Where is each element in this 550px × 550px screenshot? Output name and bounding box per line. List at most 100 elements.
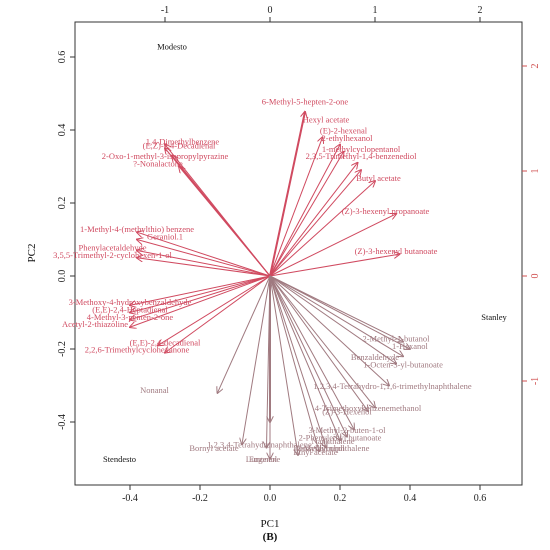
loading-arrow [269, 275, 403, 356]
loading-arrow [269, 275, 368, 411]
y-axis-title: PC2 [26, 244, 38, 263]
variable-label: (Z)-3-Hexenol [322, 407, 372, 417]
observation-label: Stendesto [103, 454, 136, 464]
variable-label: 2-ethylhexanol [322, 133, 374, 143]
variable-label: (E)-2-hexenal [320, 126, 368, 136]
loading-arrow [269, 275, 354, 429]
variable-label: 1,2,3,4-Tetrahydro-1,1,6-trimethylnaphth… [313, 381, 471, 391]
loading-arrow [269, 170, 361, 277]
variable-label: (Z)-3-hexenyl butanoate [355, 246, 438, 256]
variable-label: 2-Phenylethyl butanoate [299, 432, 382, 442]
loading-arrow [269, 112, 305, 277]
loading-arrow [269, 275, 389, 386]
y-tick-label: 0.4 [57, 124, 68, 137]
variable-label: (Z)-3-hexenyl propanoate [342, 206, 430, 216]
top-tick-label: 0 [268, 5, 273, 16]
variable-label: ?-Nonalactone [133, 159, 183, 169]
variable-label: Naphthalene [312, 436, 355, 446]
variable-label: Butyl acetate [356, 173, 401, 183]
variable-label: Geraniol.1 [147, 232, 183, 242]
loading-arrow [130, 275, 271, 305]
x-axis-title: PC1 [261, 518, 280, 530]
loading-arrow [269, 214, 396, 277]
variable-label: 1,4-Dimethylbenzene [146, 137, 220, 147]
variable-label: 1-Octen-3-yl-butanoate [363, 359, 443, 369]
x-tick-label: -0.2 [192, 493, 208, 504]
x-tick-label: 0.6 [474, 493, 487, 504]
x-tick-label: 0.0 [264, 493, 277, 504]
variable-label: 1-Hexanol [392, 341, 429, 351]
variable-label: (E,Z)-2,4-Decadienal [143, 140, 216, 150]
loading-arrow [269, 275, 375, 407]
variable-label: 2,2,6-Trimethylcyclohexanone [85, 345, 190, 355]
variable-label: (E,E)-2,4-decadienal [130, 337, 201, 347]
variable-label: Acetyl-2-thiazoline [62, 319, 128, 329]
variable-label: Hexyl acetate [303, 115, 350, 125]
loading-arrow [137, 232, 271, 277]
observation-label: Modesto [157, 42, 187, 52]
right-tick-label: 1 [530, 169, 541, 174]
variable-label: 3,5,5-Trimethyl-2-cyclohexen-1-ol [53, 250, 172, 260]
loading-arrow [269, 275, 298, 455]
variable-label: Eugenol [249, 454, 278, 464]
loading-arrow [137, 250, 271, 277]
loading-arrow [269, 275, 403, 342]
variable-label: Phenylacetaldehyde [79, 242, 147, 252]
variable-label: Ethyl acetate [293, 447, 337, 457]
loading-arrow [137, 240, 271, 277]
right-tick-label: 0 [530, 274, 541, 279]
loading-arrow [158, 275, 271, 345]
variable-label: 1,2,3,4-Tetrahydronaphthalene [207, 440, 312, 450]
loading-arrow [165, 275, 271, 353]
variable-label: 2-Methylnaphthalene [297, 443, 370, 453]
loading-arrow [269, 275, 326, 448]
plot-frame [74, 21, 523, 486]
variable-label: Limonene [246, 454, 281, 464]
loading-arrow [269, 275, 347, 437]
variable-label: Benzaldehyde [351, 352, 399, 362]
loading-arrow [137, 258, 271, 277]
loading-arrow [269, 163, 358, 277]
variable-label: Nonanal [140, 385, 169, 395]
loading-arrow [269, 275, 410, 349]
variable-label: 2,3,5-Trimethyl-1,4-benzenediol [306, 151, 418, 161]
top-tick-label: -1 [161, 5, 169, 16]
variable-label: 4-Methyl-3-penten-2-one [87, 312, 174, 322]
loading-arrow [130, 275, 271, 327]
variable-label: 2-Methyl-1-butanol [362, 334, 430, 344]
x-tick-label: 0.4 [404, 493, 417, 504]
loading-arrow [269, 137, 323, 277]
loading-arrow [179, 167, 271, 277]
variable-label: 4-Trimethoxybenzenemethanol [315, 403, 422, 413]
top-tick-label: 2 [478, 5, 483, 16]
x-tick-label: -0.4 [122, 493, 138, 504]
loading-arrow [269, 181, 375, 277]
x-tick-label: 0.2 [334, 493, 347, 504]
variable-label: Benzyl alcohol [293, 443, 345, 453]
loading-arrow [269, 275, 340, 440]
loading-arrow [269, 152, 344, 277]
right-tick-label: -1 [530, 377, 541, 385]
loading-arrow [269, 275, 396, 364]
y-tick-label: -0.2 [57, 341, 68, 357]
y-tick-label: 0.0 [57, 270, 68, 283]
observation-label: Stanley [481, 312, 507, 322]
variable-label: 3-Methyl-2-buten-1-ol [309, 425, 387, 435]
y-tick-label: 0.2 [57, 197, 68, 210]
variable-label: (E,E)-2,4-Heptadienal [92, 305, 168, 315]
figure-caption: (B) [263, 531, 278, 543]
top-tick-label: 1 [373, 5, 378, 16]
loading-arrow [269, 145, 340, 277]
y-tick-label: -0.4 [57, 414, 68, 430]
loading-arrow [130, 275, 271, 320]
loading-arrow [269, 254, 400, 277]
y-tick-label: 0.6 [57, 51, 68, 64]
loading-arrow [218, 275, 271, 393]
variable-label: 1-Methyl-4-(methylthio) benzene [80, 224, 194, 234]
loading-arrow [269, 275, 319, 451]
variable-label: 2-Oxo-1-methyl-3-isopropylpyrazine [102, 151, 229, 161]
variable-label: Bornyl acetate [189, 443, 239, 453]
loading-arrow [130, 275, 271, 313]
